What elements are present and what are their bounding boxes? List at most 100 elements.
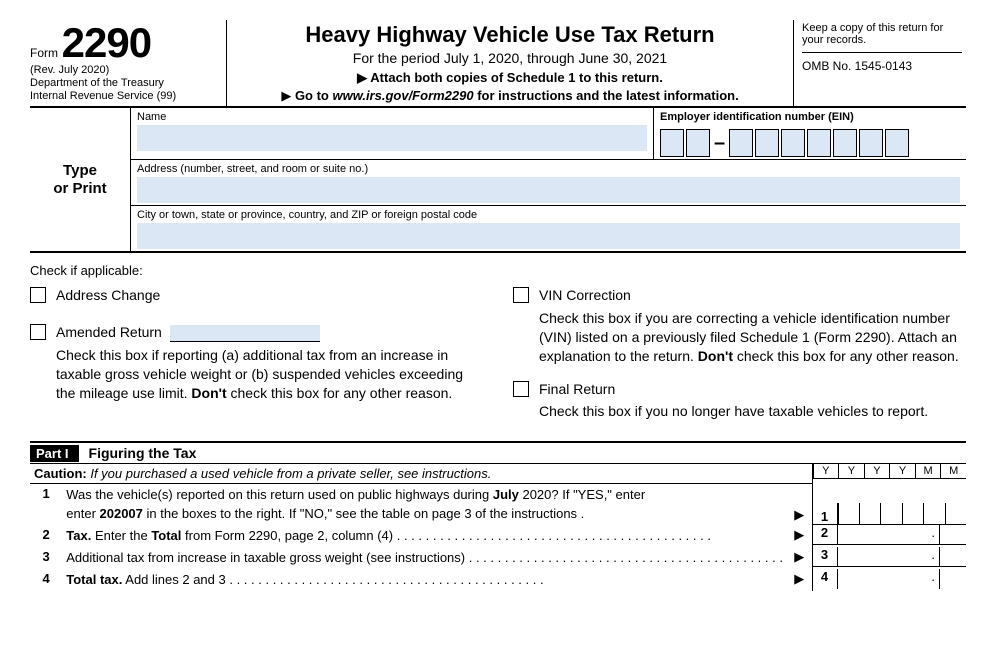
line3-amount[interactable]: .	[838, 547, 940, 567]
l1a: Was the vehicle(s) reported on this retu…	[66, 487, 493, 502]
attach-text: Attach both copies of Schedule 1 to this…	[370, 70, 663, 85]
l2total: Total	[151, 528, 181, 543]
name-label: Name	[137, 111, 647, 123]
vin-correction-checkbox[interactable]	[513, 287, 529, 303]
final-desc: Check this box if you no longer have tax…	[539, 402, 966, 421]
goto-suffix: for instructions and the latest informat…	[474, 88, 739, 103]
form-irs: Internal Revenue Service (99)	[30, 90, 220, 103]
line2-num: 2	[30, 525, 62, 547]
caution-text: If you purchased a used vehicle from a p…	[90, 466, 491, 481]
line1-arrow: ▶	[787, 484, 812, 525]
ein-label: Employer identification number (EIN)	[660, 111, 960, 123]
date-m2: M	[940, 464, 966, 478]
line1-num: 1	[30, 484, 62, 525]
l2a: Tax.	[66, 528, 91, 543]
line3-arrow: ▶	[787, 547, 812, 569]
form-attach: ▶ Attach both copies of Schedule 1 to th…	[235, 70, 785, 86]
form-goto: ▶ Go to www.irs.gov/Form2290 for instruc…	[235, 88, 785, 104]
header-center: Heavy Highway Vehicle Use Tax Return For…	[227, 20, 793, 106]
l1code: 202007	[100, 506, 143, 521]
line4-text: Total tax. Add lines 2 and 3	[62, 569, 787, 591]
vin-title: VIN Correction	[539, 286, 966, 305]
amended-return-label: Amended Return	[56, 323, 483, 342]
line3-box: 3	[813, 547, 838, 567]
l4b: Add lines 2 and 3	[122, 572, 225, 587]
line1-text: Was the vehicle(s) reported on this retu…	[62, 484, 787, 525]
arrow-icon: ▶	[357, 70, 367, 85]
line4-amount[interactable]: .	[838, 569, 940, 589]
date-y2: Y	[838, 464, 864, 478]
line2-amount[interactable]: .	[838, 525, 940, 545]
line2-box: 2	[813, 525, 838, 545]
date-y3: Y	[864, 464, 890, 478]
arrow-icon: ▶	[281, 88, 291, 103]
date-y4: Y	[889, 464, 915, 478]
name-input[interactable]	[137, 125, 647, 151]
l2c: from Form 2290, page 2, column (4)	[181, 528, 393, 543]
l3: Additional tax from increase in taxable …	[66, 550, 465, 565]
goto-link: www.irs.gov/Form2290	[332, 88, 473, 103]
address-change-label: Address Change	[56, 286, 483, 305]
l1c: in the boxes to the right. If "NO," see …	[143, 506, 584, 521]
part1-title: Figuring the Tax	[79, 445, 197, 461]
amended-return-text: Amended Return	[56, 324, 162, 340]
final-title: Final Return	[539, 380, 966, 399]
line4-cents[interactable]	[940, 569, 966, 589]
line2-text: Tax. Enter the Total from Form 2290, pag…	[62, 525, 787, 547]
line1-box: 1	[813, 503, 838, 525]
address-label: Address (number, street, and room or sui…	[137, 163, 960, 175]
header-right: Keep a copy of this return for your reco…	[793, 20, 966, 106]
date-header: Y Y Y Y M M	[813, 464, 966, 479]
l1b: 2020? If "YES," enter	[519, 487, 645, 502]
form-period: For the period July 1, 2020, through Jun…	[235, 50, 785, 66]
check-heading: Check if applicable:	[30, 263, 966, 278]
amended-return-checkbox[interactable]	[30, 324, 46, 340]
line4-box: 4	[813, 569, 838, 589]
form-department: Department of the Treasury	[30, 77, 220, 90]
city-label: City or town, state or province, country…	[137, 209, 960, 221]
ein-dash: –	[712, 132, 727, 155]
l2b: Enter the	[91, 528, 151, 543]
form-title: Heavy Highway Vehicle Use Tax Return	[235, 22, 785, 48]
keep-copy: Keep a copy of this return for your reco…	[802, 22, 962, 46]
check-section: Check if applicable: Address Change Amen…	[30, 253, 966, 441]
identity-block: Type or Print Name Employer identificati…	[30, 108, 966, 253]
form-word: Form	[30, 46, 58, 60]
l4a: Total tax.	[66, 572, 122, 587]
omb-number: OMB No. 1545-0143	[802, 52, 962, 73]
line3-num: 3	[30, 547, 62, 569]
amended-return-line[interactable]	[170, 325, 320, 342]
part1-bar: Part I Figuring the Tax	[30, 441, 966, 464]
line4-arrow: ▶	[787, 569, 812, 591]
line3-cents[interactable]	[940, 547, 966, 567]
line2-arrow: ▶	[787, 525, 812, 547]
type-or-print-label: Type or Print	[30, 108, 130, 251]
line2-cents[interactable]	[940, 525, 966, 545]
caution-label: Caution:	[34, 466, 87, 481]
vin-desc-b: check this box for any other reason.	[733, 348, 959, 364]
form-number: 2290	[62, 22, 151, 64]
part1-tag: Part I	[30, 445, 79, 462]
address-input[interactable]	[137, 177, 960, 203]
date-m1: M	[915, 464, 941, 478]
date-input[interactable]	[838, 503, 966, 525]
vin-dont: Don't	[698, 348, 733, 364]
line4-num: 4	[30, 569, 62, 591]
city-input[interactable]	[137, 223, 960, 249]
final-return-checkbox[interactable]	[513, 381, 529, 397]
vin-desc: Check this box if you are correcting a v…	[539, 309, 966, 366]
amended-dont: Don't	[191, 385, 226, 401]
amended-desc-b: check this box for any other reason.	[227, 385, 453, 401]
part1-table: Caution: If you purchased a used vehicle…	[30, 464, 966, 591]
date-y1: Y	[813, 464, 839, 478]
line3-text: Additional tax from increase in taxable …	[62, 547, 787, 569]
form-header: Form 2290 (Rev. July 2020) Department of…	[30, 20, 966, 108]
type-or-print-text: Type or Print	[53, 162, 106, 198]
ein-input[interactable]: –	[660, 125, 960, 157]
amended-desc: Check this box if reporting (a) addition…	[56, 346, 483, 403]
l1-line2: enter 202007 in the boxes to the right. …	[66, 506, 584, 521]
header-left: Form 2290 (Rev. July 2020) Department of…	[30, 20, 227, 106]
l1july: July	[493, 487, 519, 502]
goto-prefix: Go to	[295, 88, 333, 103]
address-change-checkbox[interactable]	[30, 287, 46, 303]
